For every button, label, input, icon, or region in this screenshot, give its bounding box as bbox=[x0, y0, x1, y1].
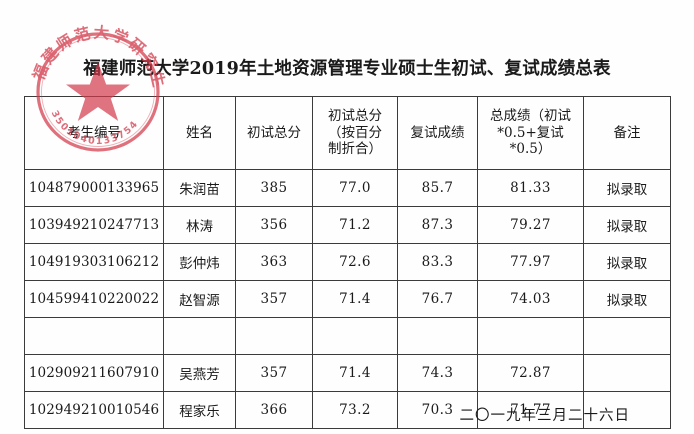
table-row: 102909211607910 吴燕芳 357 71.4 74.3 72.87 bbox=[24, 354, 671, 392]
table-row: 103949210247713 林涛 356 71.2 87.3 79.27 拟… bbox=[24, 206, 671, 244]
col-header-candidate-id: 考生编号 bbox=[24, 96, 164, 170]
cell-overall: 79.27 bbox=[477, 206, 584, 244]
cell-note: 拟录取 bbox=[583, 206, 671, 244]
cell-retest-score: 83.3 bbox=[397, 243, 478, 281]
table-row-blank bbox=[24, 317, 671, 355]
cell-retest-score: 76.7 bbox=[397, 280, 478, 318]
col-header-overall-line1: 总成绩（初试 bbox=[490, 108, 571, 125]
issue-date: 二〇一九年三月二十六日 bbox=[459, 408, 630, 424]
grade-table: 考生编号 姓名 初试总分 初试总分 （按百分 制折合） 复试成绩 总成绩（初试 … bbox=[24, 96, 671, 429]
col-header-note: 备注 bbox=[583, 96, 671, 170]
col-header-prelim-converted: 初试总分 （按百分 制折合） bbox=[312, 96, 398, 170]
cell-prelim-total: 366 bbox=[235, 391, 313, 429]
table-row: 104879000133965 朱润苗 385 77.0 85.7 81.33 … bbox=[24, 169, 671, 207]
cell-overall: 81.33 bbox=[477, 169, 584, 207]
cell-prelim-converted: 72.6 bbox=[312, 243, 398, 281]
cell-note bbox=[583, 391, 671, 429]
table-row: 104919303106212 彭仲炜 363 72.6 83.3 77.97 … bbox=[24, 243, 671, 281]
cell-retest-score: 70.3 bbox=[397, 391, 478, 429]
col-header-overall-line2: *0.5+复试 bbox=[497, 124, 564, 141]
cell-name: 程家乐 bbox=[163, 391, 236, 429]
cell-prelim-total bbox=[235, 317, 313, 355]
col-header-overall-line3: *0.5） bbox=[509, 141, 552, 158]
table-header-row: 考生编号 姓名 初试总分 初试总分 （按百分 制折合） 复试成绩 总成绩（初试 … bbox=[24, 96, 671, 170]
cell-retest-score: 87.3 bbox=[397, 206, 478, 244]
table-row: 102949210010546 程家乐 366 73.2 70.3 71.77 bbox=[24, 391, 671, 429]
col-header-prelim-converted-line2: （按百分 bbox=[328, 124, 382, 141]
cell-prelim-converted: 77.0 bbox=[312, 169, 398, 207]
cell-prelim-converted bbox=[312, 317, 398, 355]
cell-name: 彭仲炜 bbox=[163, 243, 236, 281]
col-header-overall: 总成绩（初试 *0.5+复试 *0.5） bbox=[477, 96, 584, 170]
cell-name: 赵智源 bbox=[163, 280, 236, 318]
cell-overall: 74.03 bbox=[477, 280, 584, 318]
cell-retest-score bbox=[397, 317, 478, 355]
cell-prelim-total: 357 bbox=[235, 280, 313, 318]
cell-prelim-converted: 71.4 bbox=[312, 354, 398, 392]
cell-overall: 71.77 bbox=[477, 391, 584, 429]
col-header-name: 姓名 bbox=[163, 96, 236, 170]
cell-note: 拟录取 bbox=[583, 280, 671, 318]
cell-overall bbox=[477, 317, 584, 355]
cell-prelim-total: 356 bbox=[235, 206, 313, 244]
cell-candidate-id: 102909211607910 bbox=[24, 354, 164, 392]
cell-retest-score: 74.3 bbox=[397, 354, 478, 392]
cell-name bbox=[163, 317, 236, 355]
table-header: 考生编号 姓名 初试总分 初试总分 （按百分 制折合） 复试成绩 总成绩（初试 … bbox=[24, 96, 671, 170]
cell-note: 拟录取 bbox=[583, 243, 671, 281]
cell-candidate-id: 104599410220022 bbox=[24, 280, 164, 318]
cell-prelim-converted: 71.2 bbox=[312, 206, 398, 244]
cell-note: 拟录取 bbox=[583, 169, 671, 207]
col-header-retest-score: 复试成绩 bbox=[397, 96, 478, 170]
cell-overall: 77.97 bbox=[477, 243, 584, 281]
cell-prelim-total: 357 bbox=[235, 354, 313, 392]
col-header-prelim-total: 初试总分 bbox=[235, 96, 313, 170]
document-title: 福建师范大学2019年土地资源管理专业硕士生初试、复试成绩总表 bbox=[83, 59, 611, 79]
cell-name: 吴燕芳 bbox=[163, 354, 236, 392]
cell-prelim-converted: 73.2 bbox=[312, 391, 398, 429]
cell-name: 朱润苗 bbox=[163, 169, 236, 207]
col-header-prelim-converted-line3: 制折合） bbox=[328, 141, 382, 158]
cell-name: 林涛 bbox=[163, 206, 236, 244]
cell-candidate-id: 104919303106212 bbox=[24, 243, 164, 281]
table-body: 104879000133965 朱润苗 385 77.0 85.7 81.33 … bbox=[24, 169, 671, 429]
cell-retest-score: 85.7 bbox=[397, 169, 478, 207]
cell-prelim-total: 363 bbox=[235, 243, 313, 281]
cell-note bbox=[583, 317, 671, 355]
cell-overall: 72.87 bbox=[477, 354, 584, 392]
cell-note bbox=[583, 354, 671, 392]
cell-candidate-id: 104879000133965 bbox=[24, 169, 164, 207]
cell-candidate-id: 102949210010546 bbox=[24, 391, 164, 429]
cell-prelim-converted: 71.4 bbox=[312, 280, 398, 318]
cell-candidate-id bbox=[24, 317, 164, 355]
cell-candidate-id: 103949210247713 bbox=[24, 206, 164, 244]
col-header-prelim-converted-line1: 初试总分 bbox=[328, 108, 382, 125]
table-row: 104599410220022 赵智源 357 71.4 76.7 74.03 … bbox=[24, 280, 671, 318]
cell-prelim-total: 385 bbox=[235, 169, 313, 207]
